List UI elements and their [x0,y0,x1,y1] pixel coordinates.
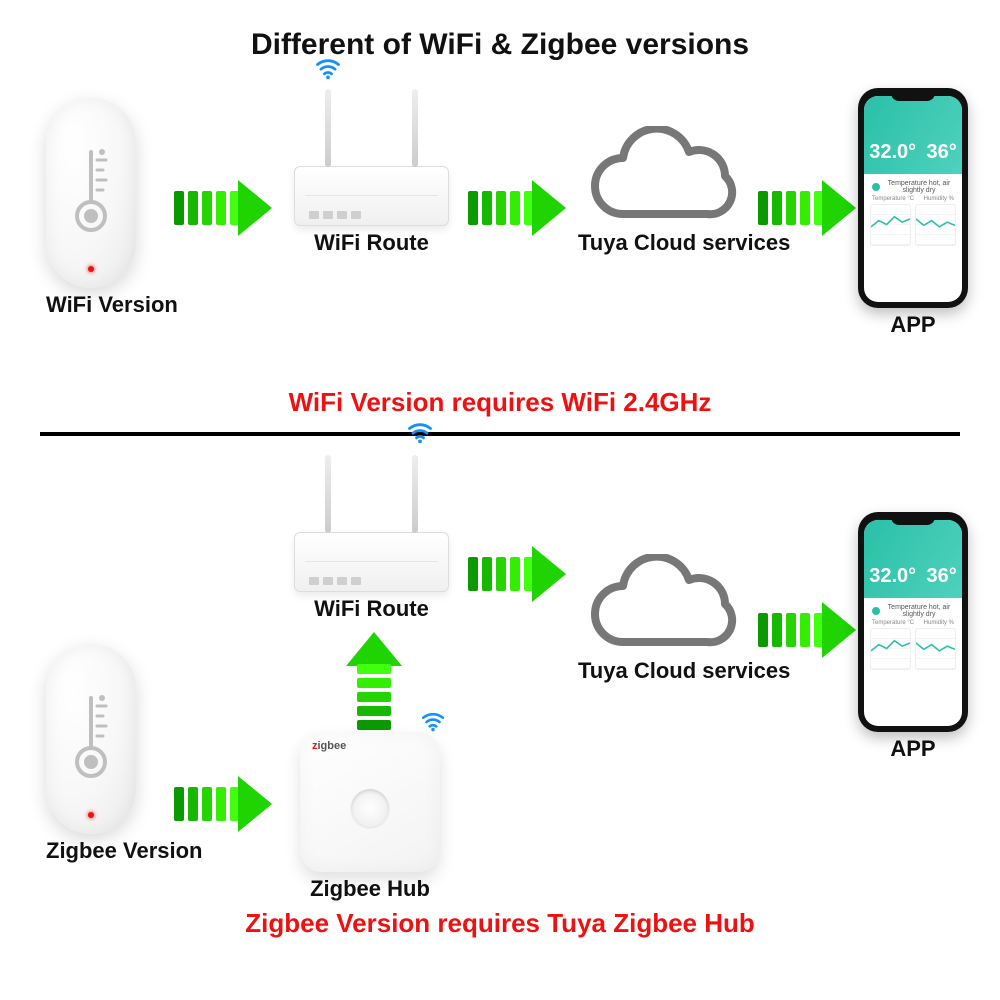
zigbee-sensor-label: Zigbee Version [46,838,203,864]
sensor-led-icon [88,266,94,272]
arrow-icon [468,180,566,236]
arrow-icon [468,546,566,602]
phone-status-text: Temperature hot, air slightly dry [884,180,954,194]
phone-icon: 32.0° 36° Temperature hot, air slightly … [858,512,968,732]
sensor-led-icon [88,812,94,818]
wifi-phone-node: 32.0° 36° Temperature hot, air slightly … [858,88,968,338]
wifi-sensor-node: WiFi Version [46,98,178,318]
phone-icon: 32.0° 36° Temperature hot, air slightly … [858,88,968,308]
zigbee-router-label: WiFi Route [294,596,449,622]
phone-chart-label-right: Humidity % [924,620,954,626]
zigbee-hub-node: zigbee Zigbee Hub [300,732,440,902]
zigbee-hub-label: Zigbee Hub [300,876,440,902]
arrow-icon [174,180,272,236]
phone-chart-label-left: Temperature °C [872,196,914,202]
arrow-icon [174,776,272,832]
sensor-device-icon [46,644,136,834]
arrow-icon [758,602,856,658]
phone-status-text: Temperature hot, air slightly dry [884,604,954,618]
phone-chart-label-left: Temperature °C [872,620,914,626]
wifi-app-label: APP [858,312,968,338]
wifi-router-node: WiFi Route [294,166,449,256]
arrow-up-icon [346,632,402,730]
zigbee-app-label: APP [858,736,968,762]
phone-reading-a: 32.0° [869,141,916,164]
arrow-icon [758,180,856,236]
wifi-signal-icon [420,708,446,734]
wifi-signal-icon [406,418,434,446]
wifi-router-label: WiFi Route [294,230,449,256]
phone-chart-label-right: Humidity % [924,196,954,202]
zigbee-cloud-label: Tuya Cloud services [578,658,790,684]
wifi-note: WiFi Version requires WiFi 2.4GHz [0,387,1000,418]
page-title: Different of WiFi & Zigbee versions [0,0,1000,62]
zigbee-phone-node: 32.0° 36° Temperature hot, air slightly … [858,512,968,762]
phone-reading-a: 32.0° [869,565,916,588]
phone-reading-b: 36° [927,141,957,164]
thermometer-icon [68,692,114,782]
router-icon [294,166,449,226]
zigbee-note: Zigbee Version requires Tuya Zigbee Hub [0,908,1000,939]
wifi-flow-section: WiFi Version WiFi Route [0,62,1000,432]
sensor-device-icon [46,98,136,288]
zigbee-router-node: WiFi Route [294,532,449,622]
router-icon [294,532,449,592]
zigbee-hub-icon: zigbee [300,732,440,872]
zigbee-flow-section: WiFi Route Zigbee Vers [0,436,1000,956]
thermometer-icon [68,146,114,236]
wifi-sensor-label: WiFi Version [46,292,178,318]
zigbee-logo: zigbee [312,740,346,752]
wifi-signal-icon [314,54,342,82]
phone-reading-b: 36° [927,565,957,588]
